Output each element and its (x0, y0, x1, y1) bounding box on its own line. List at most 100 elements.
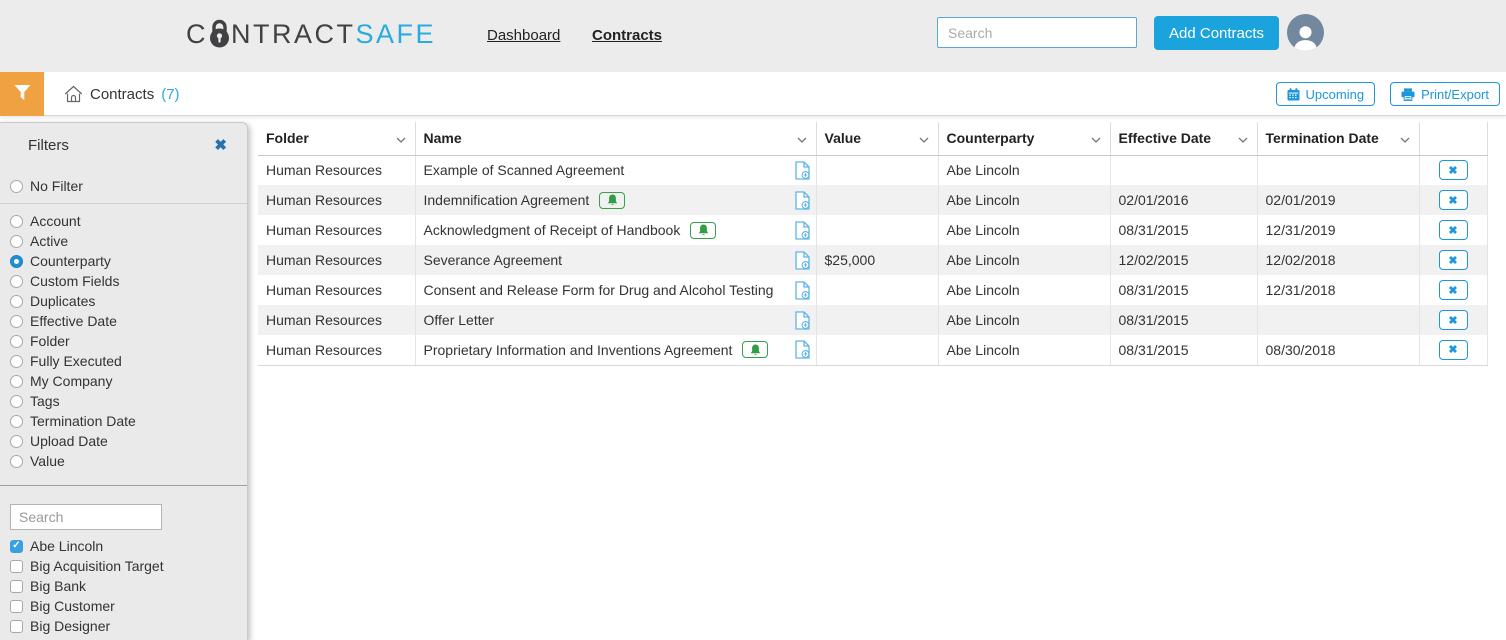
table-row[interactable]: Human Resources Proprietary Information … (258, 335, 1488, 366)
nav-dashboard[interactable]: Dashboard (487, 27, 561, 44)
app-logo[interactable]: C NTRACT SAFE (186, 19, 436, 48)
upcoming-button[interactable]: Upcoming (1275, 82, 1376, 106)
remove-row-button[interactable] (1438, 250, 1468, 270)
reminder-bell-icon[interactable] (599, 191, 626, 209)
add-document-icon[interactable] (794, 310, 810, 330)
filter-option-duplicates[interactable]: Duplicates (0, 291, 247, 311)
add-document-icon[interactable] (794, 220, 810, 240)
cell-contract-name[interactable]: Acknowledgment of Receipt of Handbook (423, 222, 681, 238)
radio-icon[interactable] (10, 354, 23, 368)
print-export-button[interactable]: Print/Export (1390, 82, 1500, 106)
close-filters-icon[interactable] (214, 138, 227, 153)
column-header-counterparty[interactable]: Counterparty (938, 122, 1111, 156)
add-document-icon[interactable] (794, 190, 810, 210)
table-row[interactable]: Human Resources Indemnification Agreemen… (258, 185, 1488, 215)
radio-icon[interactable] (10, 414, 23, 428)
counterparty-checkbox-big-designer[interactable]: Big Designer (0, 616, 247, 636)
filters-panel: Filters No Filter Account Active Counter… (0, 122, 248, 640)
contracts-table: Folder Name Value Counterparty Effective… (258, 122, 1488, 366)
cell-contract-name[interactable]: Example of Scanned Agreement (423, 162, 625, 179)
filter-option-termination-date[interactable]: Termination Date (0, 411, 247, 431)
remove-row-button[interactable] (1438, 280, 1468, 300)
filter-option-account[interactable]: Account (0, 211, 247, 231)
remove-row-button[interactable] (1438, 190, 1468, 210)
add-document-icon[interactable] (794, 250, 810, 270)
avatar[interactable] (1287, 14, 1324, 51)
chevron-down-icon[interactable] (797, 130, 807, 146)
column-header-effective-date[interactable]: Effective Date (1110, 122, 1258, 156)
remove-row-button[interactable] (1438, 160, 1468, 181)
filter-option-folder[interactable]: Folder (0, 331, 247, 351)
chevron-down-icon[interactable] (919, 130, 929, 146)
toolbar: Contracts (7) Upcoming (0, 72, 1506, 116)
add-document-icon[interactable] (794, 280, 810, 300)
counterparty-checkbox-big-bank[interactable]: Big Bank (0, 576, 247, 596)
nav-contracts[interactable]: Contracts (592, 27, 663, 44)
checkbox-icon[interactable] (10, 579, 23, 593)
radio-icon[interactable] (10, 374, 23, 388)
chevron-down-icon[interactable] (1400, 130, 1410, 146)
filter-option-label: Value (30, 453, 65, 469)
cell-folder: Human Resources (258, 185, 416, 215)
search-input[interactable] (937, 17, 1137, 48)
chevron-down-icon[interactable] (396, 130, 406, 146)
table-row[interactable]: Human Resources Offer Letter Abe Lincoln… (258, 305, 1488, 335)
checkbox-checked-icon[interactable] (10, 539, 23, 553)
filter-option-fully-executed[interactable]: Fully Executed (0, 351, 247, 371)
add-document-icon[interactable] (794, 340, 810, 359)
chevron-down-icon[interactable] (1238, 130, 1248, 146)
filter-option-my-company[interactable]: My Company (0, 371, 247, 391)
add-contracts-button[interactable]: Add Contracts (1154, 16, 1280, 50)
radio-icon[interactable] (10, 234, 23, 248)
radio-icon[interactable] (10, 294, 23, 308)
reminder-bell-icon[interactable] (690, 221, 717, 239)
column-header-name[interactable]: Name (415, 122, 817, 156)
chevron-down-icon[interactable] (1091, 130, 1101, 146)
filter-option-active[interactable]: Active (0, 231, 247, 251)
cell-contract-name[interactable]: Severance Agreement (423, 252, 563, 268)
cell-contract-name[interactable]: Indemnification Agreement (423, 192, 590, 208)
cell-contract-name[interactable]: Consent and Release Form for Drug and Al… (423, 282, 774, 298)
counterparty-search-input[interactable] (10, 504, 162, 530)
filter-option-counterparty[interactable]: Counterparty (0, 251, 247, 271)
counterparty-checkbox-abe-lincoln[interactable]: Abe Lincoln (0, 536, 247, 556)
table-row[interactable]: Human Resources Severance Agreement $25,… (258, 245, 1488, 275)
column-header-value[interactable]: Value (816, 122, 939, 156)
home-icon[interactable] (64, 85, 83, 103)
filter-option-custom-fields[interactable]: Custom Fields (0, 271, 247, 291)
add-document-icon[interactable] (794, 161, 810, 180)
table-row[interactable]: Human Resources Consent and Release Form… (258, 275, 1488, 305)
counterparty-checkbox-big-customer[interactable]: Big Customer (0, 596, 247, 616)
radio-icon[interactable] (10, 334, 23, 348)
radio-icon[interactable] (10, 179, 23, 193)
radio-icon[interactable] (10, 394, 23, 408)
filter-option-effective-date[interactable]: Effective Date (0, 311, 247, 331)
cell-contract-name[interactable]: Offer Letter (423, 312, 495, 328)
radio-icon-selected[interactable] (10, 254, 23, 268)
radio-icon[interactable] (10, 314, 23, 328)
checkbox-icon[interactable] (10, 599, 23, 613)
checkbox-icon[interactable] (10, 619, 23, 633)
remove-row-button[interactable] (1438, 220, 1468, 240)
radio-icon[interactable] (10, 454, 23, 468)
radio-icon[interactable] (10, 214, 23, 228)
column-header-termination-date[interactable]: Termination Date (1257, 122, 1420, 156)
filter-option-tags[interactable]: Tags (0, 391, 247, 411)
filter-option-label: No Filter (30, 178, 83, 194)
filter-option-upload-date[interactable]: Upload Date (0, 431, 247, 451)
counterparty-checkbox-big-acquisition-target[interactable]: Big Acquisition Target (0, 556, 247, 576)
remove-row-button[interactable] (1438, 310, 1468, 330)
filter-option-no-filter[interactable]: No Filter (0, 176, 247, 196)
filter-option-value[interactable]: Value (0, 451, 247, 471)
remove-row-button[interactable] (1438, 339, 1468, 360)
filter-toggle-button[interactable] (0, 72, 44, 116)
column-header-folder[interactable]: Folder (258, 122, 416, 156)
table-row[interactable]: Human Resources Acknowledgment of Receip… (258, 215, 1488, 245)
reminder-bell-icon[interactable] (742, 341, 769, 359)
cell-contract-name[interactable]: Proprietary Information and Inventions A… (423, 341, 733, 358)
filters-title: Filters (28, 137, 69, 154)
radio-icon[interactable] (10, 434, 23, 448)
table-row[interactable]: Human Resources Example of Scanned Agree… (258, 155, 1488, 185)
checkbox-icon[interactable] (10, 559, 23, 573)
radio-icon[interactable] (10, 274, 23, 288)
